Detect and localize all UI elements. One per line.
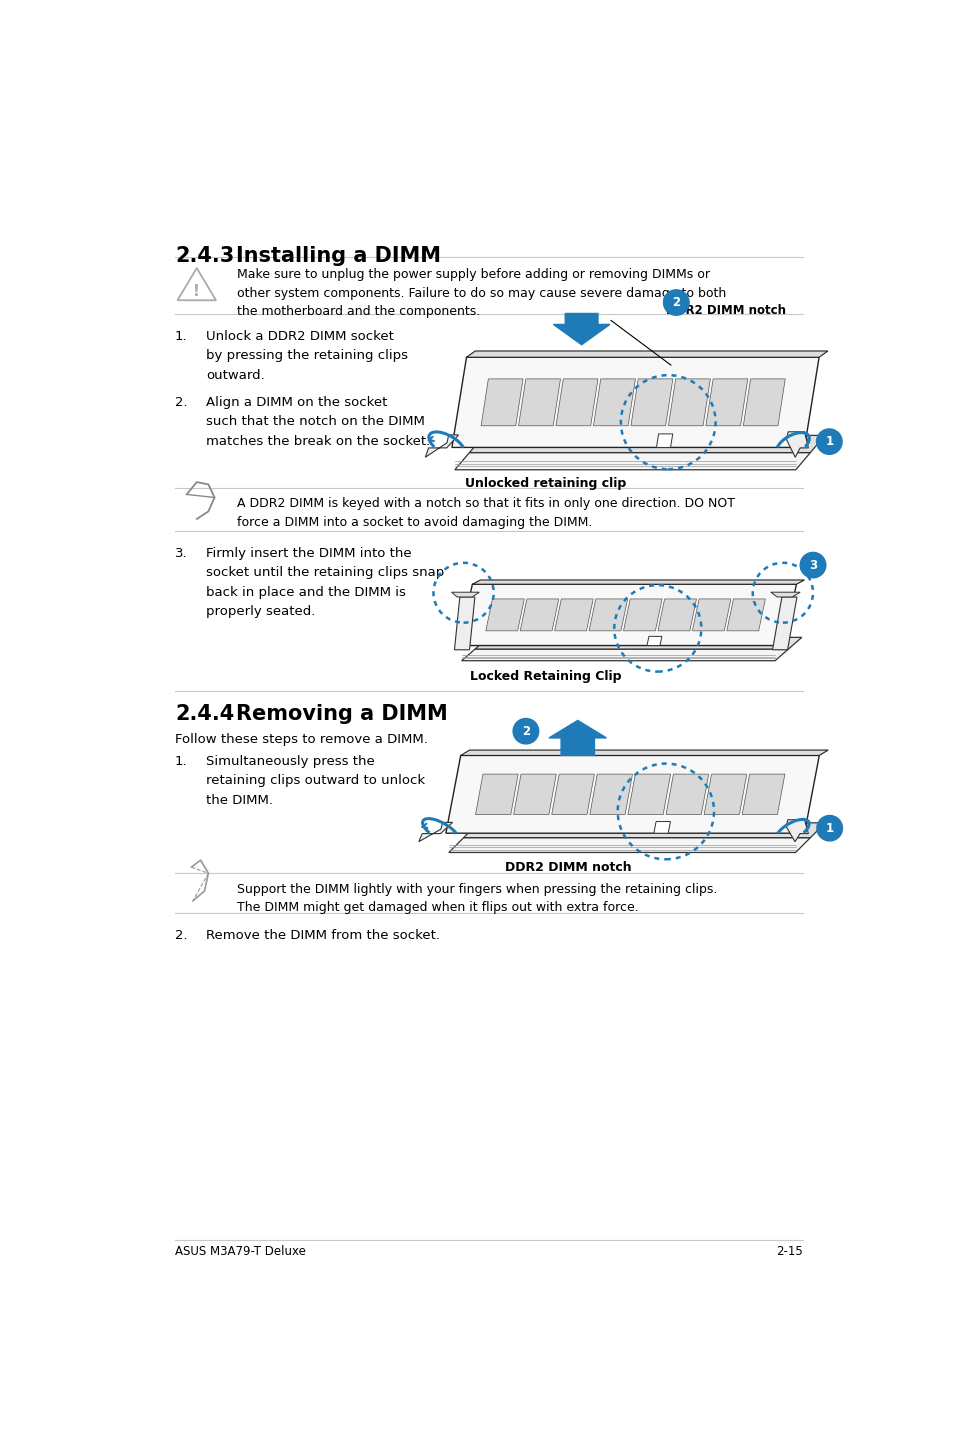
FancyArrow shape (549, 720, 606, 755)
Polygon shape (556, 378, 598, 426)
Circle shape (816, 429, 841, 454)
Polygon shape (658, 600, 696, 631)
Polygon shape (519, 600, 558, 631)
Text: 2.: 2. (174, 929, 188, 942)
Polygon shape (705, 378, 747, 426)
Polygon shape (418, 823, 452, 841)
Text: 2-15: 2-15 (775, 1245, 802, 1258)
Text: 1.: 1. (174, 329, 188, 342)
Polygon shape (692, 600, 730, 631)
Text: Support the DIMM lightly with your fingers when pressing the retaining clips.
Th: Support the DIMM lightly with your finge… (236, 883, 717, 915)
Polygon shape (785, 431, 807, 457)
Text: ASUS M3A79-T Deluxe: ASUS M3A79-T Deluxe (174, 1245, 306, 1258)
Polygon shape (589, 774, 632, 814)
Polygon shape (518, 378, 560, 426)
Text: Unlocked retaining clip: Unlocked retaining clip (464, 477, 625, 490)
Polygon shape (665, 774, 708, 814)
Text: DDR2 DIMM notch: DDR2 DIMM notch (665, 305, 785, 318)
Polygon shape (455, 453, 809, 470)
Text: Installing a DIMM: Installing a DIMM (235, 246, 440, 266)
Polygon shape (668, 378, 710, 426)
Polygon shape (513, 774, 556, 814)
Polygon shape (551, 774, 594, 814)
Polygon shape (458, 584, 796, 646)
Circle shape (800, 552, 825, 578)
Polygon shape (770, 592, 800, 597)
Text: 2.4.4: 2.4.4 (174, 703, 234, 723)
Circle shape (513, 719, 538, 743)
Text: 1.: 1. (174, 755, 188, 768)
Polygon shape (463, 823, 824, 838)
Polygon shape (703, 774, 746, 814)
Polygon shape (741, 774, 784, 814)
Text: DDR2 DIMM notch: DDR2 DIMM notch (505, 861, 632, 874)
Polygon shape (445, 755, 819, 833)
Polygon shape (630, 378, 672, 426)
Polygon shape (425, 434, 458, 457)
Circle shape (663, 290, 688, 315)
Polygon shape (772, 597, 796, 650)
Polygon shape (627, 774, 670, 814)
Circle shape (816, 815, 841, 841)
Polygon shape (475, 637, 801, 649)
Text: Removing a DIMM: Removing a DIMM (235, 703, 447, 723)
Text: Locked Retaining Clip: Locked Retaining Clip (469, 670, 620, 683)
Text: Unlock a DDR2 DIMM socket
by pressing the retaining clips
outward.: Unlock a DDR2 DIMM socket by pressing th… (206, 329, 408, 381)
Text: 3: 3 (808, 558, 816, 572)
Polygon shape (452, 357, 819, 447)
Text: 3.: 3. (174, 546, 188, 559)
Text: 1: 1 (824, 821, 833, 834)
Text: 2: 2 (521, 725, 530, 738)
Text: Follow these steps to remove a DIMM.: Follow these steps to remove a DIMM. (174, 733, 428, 746)
Polygon shape (461, 649, 787, 660)
Polygon shape (454, 597, 475, 650)
Polygon shape (623, 600, 661, 631)
Polygon shape (554, 600, 593, 631)
Polygon shape (466, 351, 827, 357)
Polygon shape (469, 436, 824, 453)
Text: 2.4.3: 2.4.3 (174, 246, 234, 266)
Polygon shape (785, 820, 807, 841)
Text: 2.: 2. (174, 395, 188, 408)
Polygon shape (448, 838, 809, 853)
Text: Align a DIMM on the socket
such that the notch on the DIMM
matches the break on : Align a DIMM on the socket such that the… (206, 395, 430, 447)
Polygon shape (742, 378, 784, 426)
Polygon shape (475, 774, 517, 814)
Text: Simultaneously press the
retaining clips outward to unlock
the DIMM.: Simultaneously press the retaining clips… (206, 755, 425, 807)
Polygon shape (460, 751, 827, 755)
Text: 2: 2 (672, 296, 679, 309)
Text: A DDR2 DIMM is keyed with a notch so that it fits in only one direction. DO NOT
: A DDR2 DIMM is keyed with a notch so tha… (236, 498, 734, 529)
Text: 1: 1 (824, 436, 833, 449)
Polygon shape (646, 637, 661, 646)
Polygon shape (588, 600, 627, 631)
Polygon shape (480, 378, 522, 426)
Polygon shape (485, 600, 524, 631)
Text: Remove the DIMM from the socket.: Remove the DIMM from the socket. (206, 929, 439, 942)
Polygon shape (593, 378, 635, 426)
Polygon shape (653, 821, 670, 833)
Polygon shape (177, 267, 215, 301)
Text: Make sure to unplug the power supply before adding or removing DIMMs or
other sy: Make sure to unplug the power supply bef… (236, 267, 725, 318)
Text: Firmly insert the DIMM into the
socket until the retaining clips snap
back in pl: Firmly insert the DIMM into the socket u… (206, 546, 444, 618)
Polygon shape (472, 580, 803, 584)
Text: !: ! (193, 285, 200, 299)
Polygon shape (451, 592, 478, 597)
Polygon shape (726, 600, 764, 631)
Polygon shape (656, 434, 672, 447)
FancyArrow shape (553, 313, 609, 345)
